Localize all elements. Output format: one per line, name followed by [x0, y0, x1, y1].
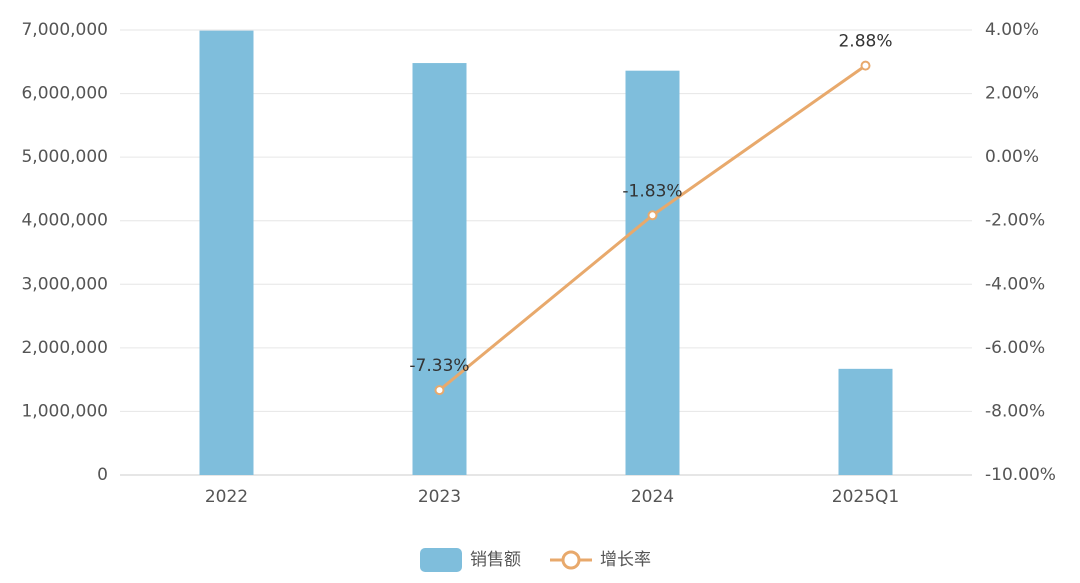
point — [860, 60, 871, 71]
x-tick-label: 2023 — [418, 487, 461, 507]
tick-label: 4,000,000 — [21, 211, 108, 231]
bar — [199, 30, 254, 476]
bar — [838, 368, 893, 475]
x-tick-label: 2022 — [205, 487, 248, 507]
value-label: -7.33% — [409, 356, 469, 376]
value-label: -1.83% — [622, 181, 682, 201]
tick-label: 6,000,000 — [21, 84, 108, 104]
legend-label: 增长率 — [600, 550, 651, 570]
tick-label: 5,000,000 — [21, 147, 108, 167]
legend-label: 销售额 — [470, 550, 521, 570]
bar — [625, 70, 680, 475]
x-tick-label: 2025Q1 — [832, 487, 899, 507]
value-label: 2.88% — [838, 32, 892, 52]
tick-label: 7,000,000 — [21, 20, 108, 40]
tick-label: -8.00% — [985, 401, 1045, 421]
tick-label: 3,000,000 — [21, 274, 108, 294]
tick-label: 1,000,000 — [21, 401, 108, 421]
tick-label: 2,000,000 — [21, 338, 108, 358]
point — [434, 385, 445, 396]
tick-label: -10.00% — [985, 465, 1056, 485]
legend-swatch — [561, 550, 581, 570]
tick-label: 0.00% — [985, 147, 1039, 167]
bar — [412, 63, 467, 476]
tick-label: 2.00% — [985, 84, 1039, 104]
point — [647, 210, 658, 221]
tick-label: 0 — [97, 465, 108, 485]
x-tick-label: 2024 — [631, 487, 674, 507]
tick-label: -4.00% — [985, 274, 1045, 294]
legend-swatch — [420, 548, 462, 572]
tick-label: 4.00% — [985, 20, 1039, 40]
tick-label: -2.00% — [985, 211, 1045, 231]
tick-label: -6.00% — [985, 338, 1045, 358]
